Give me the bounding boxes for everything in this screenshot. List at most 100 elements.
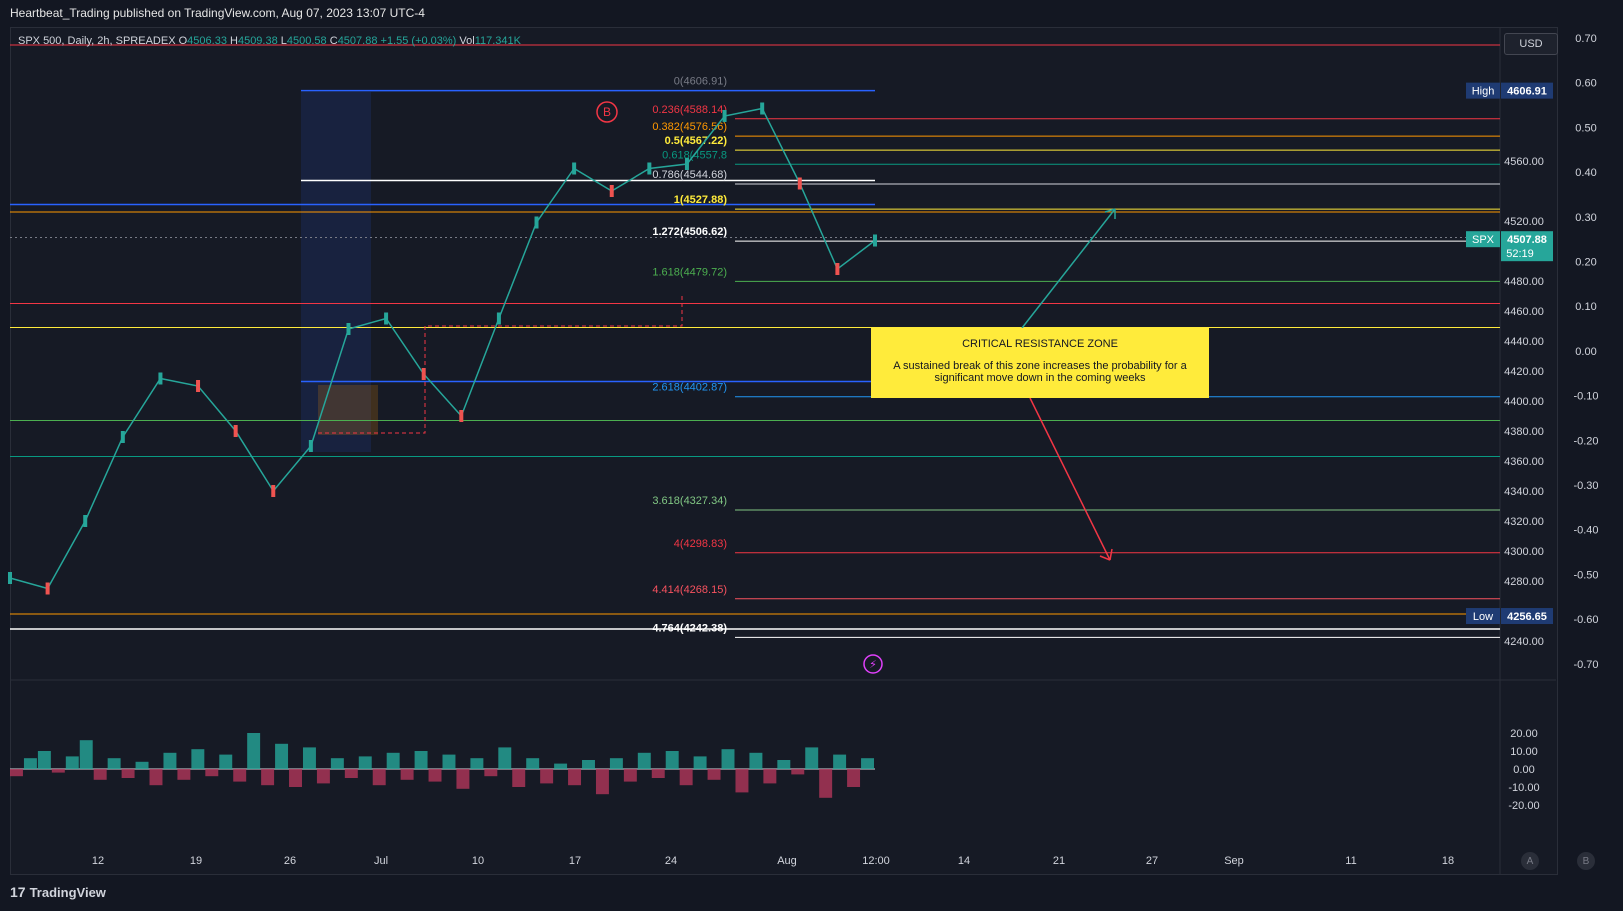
price-axis-tick: 4300.00 [1504,546,1544,558]
oscillator-bar [484,769,498,777]
price-candle [83,515,88,527]
event-marker-icon [863,654,883,674]
oscillator-bar [554,763,568,769]
tradingview-footer[interactable]: 17 TradingView [10,884,106,900]
dashed-zone-outline [318,293,683,434]
oscillator-bar [637,752,651,769]
low-value: 4500.58 [286,35,327,47]
price-marker-label: High [1472,86,1495,98]
oscillator-bar [247,733,261,769]
oscillator-bar [749,752,763,769]
fib-level-label: 1(4527.88) [674,194,728,206]
volume-profile-area [301,92,371,452]
price-axis-tick: 4240.00 [1504,636,1544,648]
low-label: L [280,35,287,47]
oscillator-bar [205,769,219,777]
oscillator-bar [330,758,344,769]
oscillator-bar [470,758,484,769]
high-label: H [230,35,238,47]
resistance-callout: CRITICAL RESISTANCE ZONE A sustained bre… [871,328,1209,398]
oscillator-bar [665,751,679,769]
volume-value: 117.341K [474,35,522,47]
lightning-icon: ⚡ [869,658,877,671]
oscillator-bar [707,769,721,780]
time-axis-tick: 27 [1146,855,1158,867]
symbol-legend: SPX 500, Daily, 2h, SPREADEX O4506.33 H4… [18,35,521,47]
oscillator-bar [358,756,372,769]
price-axis-tick: 4320.00 [1504,516,1544,528]
oscillator-bar [651,769,665,778]
publisher-banner: Heartbeat_Trading published on TradingVi… [10,6,425,20]
compare-b-button[interactable]: B [1577,852,1595,870]
compare-a-button[interactable]: A [1521,852,1539,870]
secondary-axis-tick: 0.10 [1575,301,1596,313]
price-candle [8,572,12,584]
oscillator-bar [805,747,819,769]
oscillator-bar [51,769,65,773]
oscillator-bar [735,769,749,793]
price-marker-value: 4256.65 [1507,611,1547,623]
close-value: 4507.88 [337,35,378,47]
price-candle [835,263,840,275]
currency-button[interactable]: USD [1504,33,1558,55]
oscillator-bar [693,756,707,769]
oscillator-bar [219,754,233,769]
time-axis-tick: 11 [1345,855,1356,867]
time-axis-tick: 26 [284,855,296,867]
oscillator-bar [568,769,582,786]
price-candle [572,162,577,175]
fib-level-label: 0.786(4544.68) [652,169,727,181]
oscillator-bar [456,769,470,789]
price-marker-tag [1466,82,1500,99]
time-axis-tick: Aug [777,855,797,867]
price-candle [384,312,389,325]
price-marker-value: 4606.91 [1507,86,1547,98]
symbol-name[interactable]: SPX 500, Daily, 2h, SPREADEX [18,35,176,47]
oscillator-bar [861,758,874,769]
oscillator-bar [777,760,791,769]
tradingview-logo-icon: 17 [10,884,26,900]
price-candle [120,431,125,443]
price-candle [534,216,539,229]
price-marker-label: SPX [1472,234,1495,246]
oscillator-bar [107,758,121,769]
volume-profile-poc [318,385,378,435]
price-axis-tick: 4460.00 [1504,306,1544,318]
time-axis-tick: 14 [958,855,970,867]
oscillator-bar [302,747,316,769]
oscillator-bar [428,769,442,782]
fib-level-label: 4.764(4242.38) [652,622,727,634]
price-marker-label: Low [1473,611,1493,623]
secondary-axis-tick: -0.60 [1573,614,1598,626]
oscillator-bar [540,769,554,784]
price-marker-box [1501,608,1553,625]
secondary-axis-tick: -0.30 [1573,480,1598,492]
fib-level-label: 4(4298.83) [674,538,727,550]
oscillator-bar [819,769,833,798]
time-axis-tick: 12:00 [862,855,890,867]
price-axis-tick: 4440.00 [1504,336,1544,348]
oscillator-bar [791,769,805,775]
bearish-arrow-line [1029,397,1111,561]
price-candle [873,234,877,247]
oscillator-bar [442,754,456,769]
price-axis-tick: 4360.00 [1504,456,1544,468]
oscillator-bar [582,760,595,769]
fib-level-label: 1.618(4479.72) [652,266,727,278]
secondary-axis-tick: 0.40 [1575,167,1596,179]
time-axis-tick: 19 [190,855,202,867]
oscillator-bar [163,752,177,769]
secondary-axis-tick: 0.00 [1575,346,1596,358]
open-label: O [178,35,188,47]
price-candle [797,177,802,190]
time-axis-tick: 18 [1442,855,1454,867]
oscillator-bar [65,756,79,769]
price-candle [346,323,351,335]
oscillator-axis-tick: -10.00 [1508,782,1539,794]
fib-level-label: 0(4606.91) [674,76,727,88]
fib-level-label: 4.414(4268.15) [652,584,727,596]
oscillator-bar [847,769,861,787]
time-axis-tick: 12 [92,855,104,867]
fib-level-label: 0.5(4567.22) [665,135,728,147]
